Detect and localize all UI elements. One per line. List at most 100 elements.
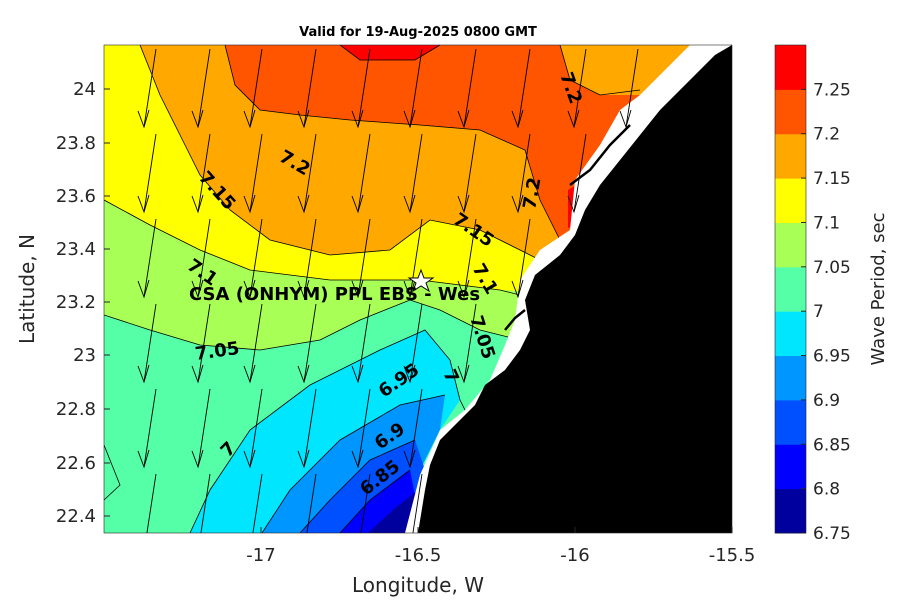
wave-direction-arrow — [143, 48, 157, 128]
arrow-head — [403, 109, 416, 129]
arrow-head — [511, 194, 524, 214]
wave-direction-arrow — [409, 48, 423, 128]
arrow-head — [191, 364, 204, 384]
wave-direction-arrow — [576, 473, 587, 533]
wave-direction-arrow — [249, 48, 263, 128]
wave-direction-arrow — [249, 218, 263, 298]
colorbar-label: Wave Period, sec — [868, 212, 889, 365]
land-mass — [418, 45, 732, 533]
y-tick-label: 23.4 — [56, 239, 96, 260]
arrow-head — [511, 279, 524, 299]
arrow-head — [243, 279, 256, 299]
y-axis: 22.4 22.6 22.8 23 23.2 23.4 23.6 23.8 24… — [15, 79, 110, 527]
colorbar-tick-label: 6.9 — [813, 391, 840, 411]
y-tick-label: 23 — [73, 345, 96, 366]
wave-direction-arrow — [197, 303, 211, 383]
arrow-head — [297, 109, 310, 129]
x-axis: -17 -16.5 -16 -15.5 Longitude, W — [246, 527, 755, 597]
station-star-marker — [407, 268, 435, 293]
wave-direction-arrow — [303, 133, 317, 213]
arrow-head — [137, 279, 150, 299]
wave-direction-arrow — [463, 133, 477, 213]
wave-direction-arrow — [197, 218, 211, 298]
wave-direction-arrow — [357, 218, 371, 298]
colorbar-tick-label: 7.1 — [813, 213, 840, 233]
x-axis-label: Longitude, W — [352, 573, 484, 597]
wave-direction-arrow — [463, 218, 477, 298]
wave-direction-arrow — [249, 303, 263, 383]
colorbar-tick-label: 6.85 — [813, 435, 851, 455]
arrow-head — [567, 194, 580, 214]
wave-direction-arrow — [143, 133, 157, 213]
arrow-head — [351, 194, 364, 214]
arrow-head — [297, 279, 310, 299]
wave-direction-arrow — [143, 218, 157, 298]
arrow-head — [351, 109, 364, 129]
arrow-head — [137, 194, 150, 214]
wave-direction-arrows — [137, 48, 691, 552]
wave-direction-arrow — [197, 388, 211, 468]
x-tick-label: -16 — [560, 545, 589, 566]
coast-outline — [569, 124, 631, 186]
x-tick-label: -16.5 — [395, 545, 442, 566]
arrow-head — [352, 535, 363, 552]
wave-direction-arrow — [197, 133, 211, 213]
wave-direction-arrow — [303, 218, 317, 298]
arrow-head — [403, 279, 416, 299]
arrow-head — [297, 364, 310, 384]
arrow-head — [138, 535, 149, 552]
arrow-head — [351, 364, 364, 384]
colorbar-band — [775, 399, 806, 445]
wave-direction-arrow — [409, 303, 423, 383]
arrow-head — [351, 279, 364, 299]
wave-direction-arrow — [463, 48, 477, 128]
colorbar-band — [775, 488, 806, 534]
wave-direction-arrow — [303, 303, 317, 383]
wave-direction-arrow — [517, 48, 531, 128]
wave-direction-arrow — [628, 473, 639, 533]
arrow-head — [191, 279, 204, 299]
arrow-head — [191, 449, 204, 469]
wave-direction-arrow — [463, 303, 477, 383]
colorbar-tick-label: 6.95 — [813, 347, 851, 367]
wave-direction-arrow — [303, 388, 317, 468]
arrow-head — [297, 194, 310, 214]
colorbar-band — [775, 355, 806, 401]
wave-direction-arrow — [409, 133, 423, 213]
colorbar-tick-label: 7.15 — [813, 169, 851, 189]
arrow-head — [298, 535, 309, 552]
arrow-head — [137, 109, 150, 129]
wave-direction-arrow — [360, 473, 371, 533]
colorbar-band — [775, 45, 806, 90]
colorbar-frame — [774, 44, 807, 534]
colorbar-tick-label: 6.8 — [813, 480, 840, 500]
y-axis-label: Latitude, N — [15, 234, 39, 344]
arrow-head — [403, 194, 416, 214]
colorbar-tick-label: 7.2 — [813, 125, 840, 145]
arrow-head — [619, 109, 632, 129]
arrow-head — [457, 279, 470, 299]
map-title: Valid for 19-Aug-2025 0800 GMT — [299, 25, 537, 40]
wave-direction-arrow — [197, 48, 211, 128]
wave-direction-arrow — [517, 133, 531, 213]
wave-direction-arrow — [252, 473, 263, 533]
arrow-head — [567, 109, 580, 129]
wave-direction-arrow — [517, 218, 531, 298]
wave-direction-arrow — [357, 133, 371, 213]
colorbar-band — [775, 444, 806, 490]
map-plot-area: 7.2 7.2 7.2 7.15 7.15 7.1 7.1 7.05 7.05 … — [104, 45, 732, 552]
wave-direction-arrow — [409, 388, 423, 468]
arrow-head — [458, 535, 469, 552]
station-label: CSA (ONHYM) PPL EBS - Wes — [189, 284, 480, 305]
y-tick-label: 22.4 — [56, 506, 96, 527]
y-tick-label: 23.2 — [56, 292, 96, 313]
wave-direction-arrow — [143, 388, 157, 468]
arrow-head — [351, 449, 364, 469]
colorbar-tick-label: 7 — [813, 302, 824, 322]
period-band-6.75 — [368, 492, 416, 533]
arrow-head — [457, 364, 470, 384]
wave-direction-arrow — [573, 48, 587, 128]
arrow-head — [512, 535, 523, 552]
colorbar: 6.75 6.8 6.85 6.9 6.95 7 7.05 7.1 7.15 7.2 7.25 — [775, 45, 851, 544]
wave-direction-arrow — [200, 473, 211, 533]
